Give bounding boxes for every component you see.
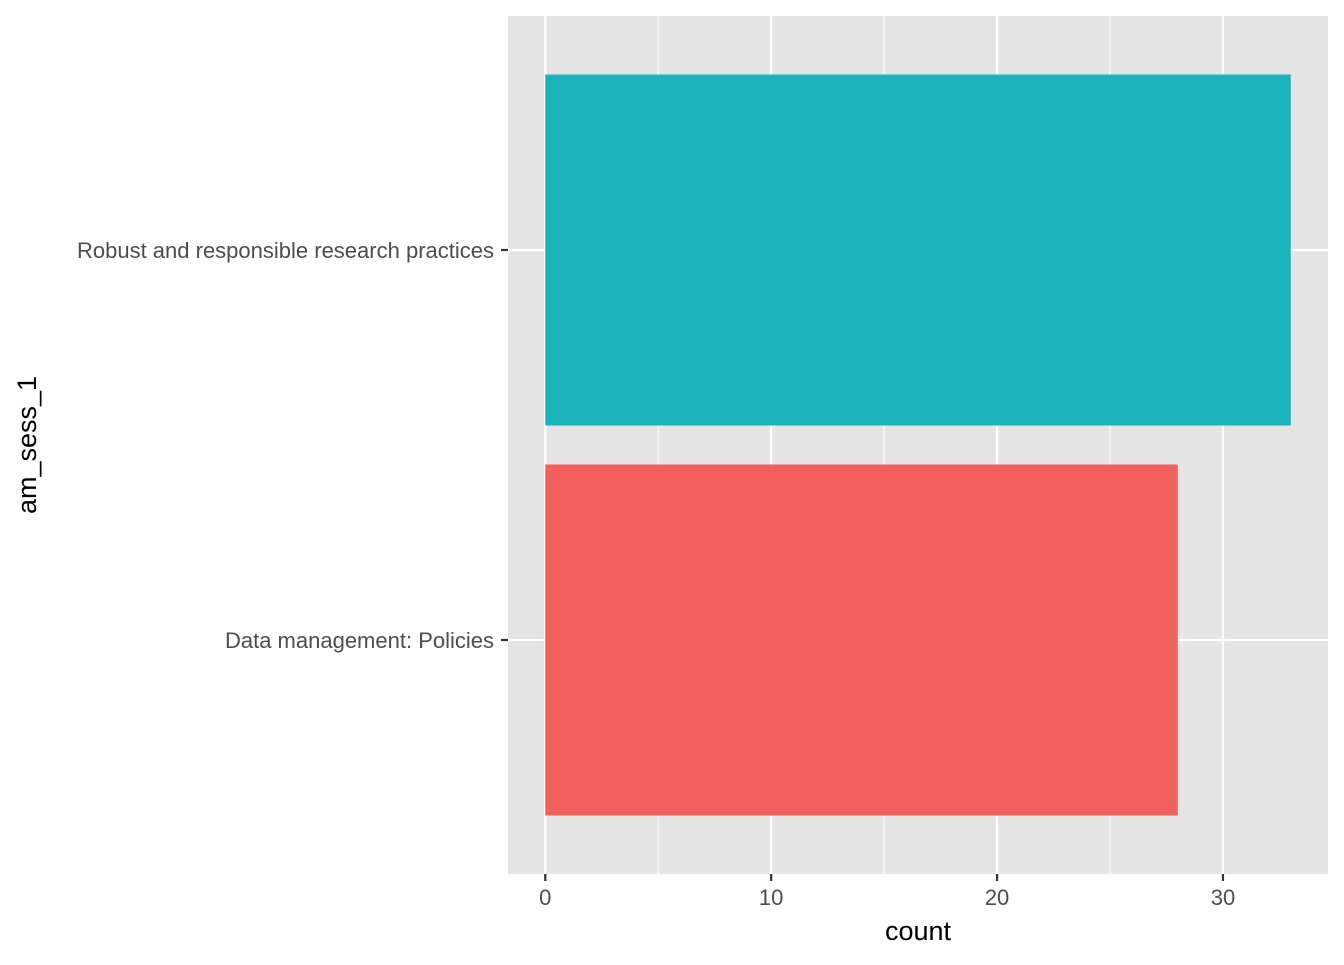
bars — [545, 74, 1291, 816]
y-tick-label: Robust and responsible research practice… — [77, 238, 494, 263]
x-tick-label: 30 — [1211, 885, 1235, 910]
bar — [545, 464, 1178, 816]
y-axis-ticks: Data management: Policies Robust and resp… — [77, 238, 508, 653]
x-axis-title: count — [885, 916, 952, 946]
x-tick-label: 0 — [539, 885, 551, 910]
x-axis-ticks: 0 10 20 30 — [539, 874, 1235, 910]
y-tick-label: Data management: Policies — [225, 628, 494, 653]
y-axis-title: am_sess_1 — [12, 376, 42, 514]
x-tick-label: 10 — [759, 885, 783, 910]
bar — [545, 74, 1291, 426]
x-tick-label: 20 — [985, 885, 1009, 910]
